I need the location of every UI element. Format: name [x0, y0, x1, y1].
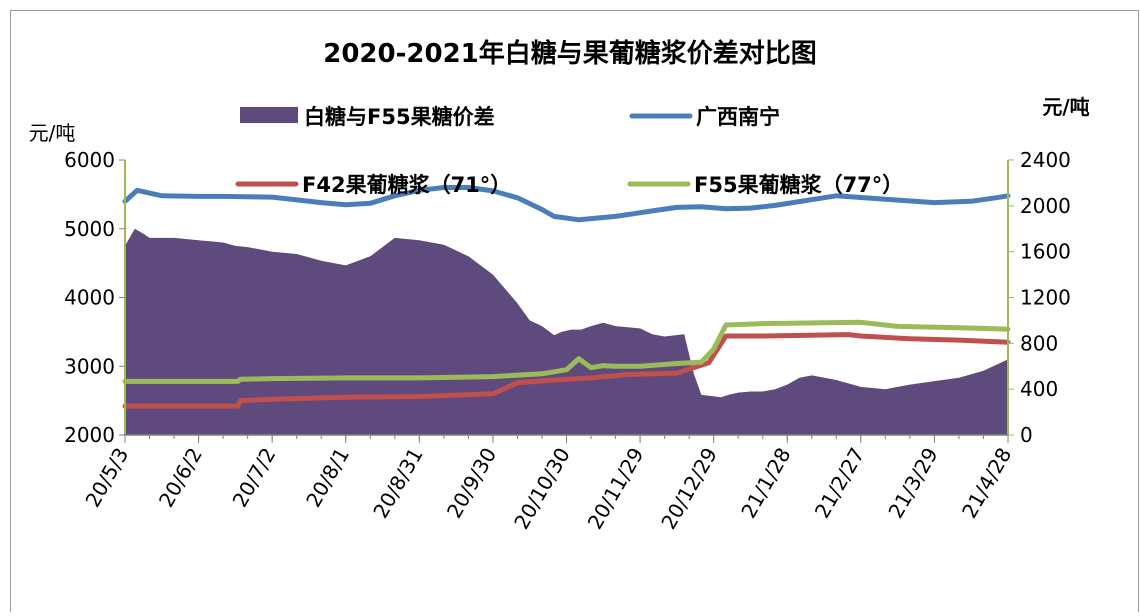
chart-title: 2020-2021年白糖与果葡糖浆价差对比图	[323, 38, 817, 69]
right-tick-label: 400	[1020, 377, 1058, 401]
legend-label: 白糖与F55果糖价差	[304, 105, 495, 129]
legend: 白糖与F55果糖价差 广西南宁 F42果葡糖浆（71°） F55果葡糖浆（77°）	[235, 105, 903, 197]
series-line-f42	[122, 332, 1011, 409]
right-tick-label: 0	[1020, 423, 1033, 447]
legend-label: 广西南宁	[696, 105, 780, 129]
left-tick-label: 2000	[64, 423, 115, 447]
series-line-f55	[122, 319, 1011, 384]
legend-label: F55果葡糖浆（77°）	[694, 173, 903, 197]
right-tick-label: 800	[1020, 331, 1058, 355]
series-area-spread	[125, 228, 1008, 435]
left-tick-label: 4000	[64, 286, 115, 310]
left-tick-label: 5000	[64, 217, 115, 241]
right-axis-unit: 元/吨	[1042, 95, 1089, 119]
left-axis-unit: 元/吨	[29, 121, 76, 145]
series-line-nanning	[122, 185, 1011, 223]
right-tick-label: 2400	[1020, 148, 1071, 172]
right-tick-label: 1600	[1020, 240, 1071, 264]
left-tick-label: 3000	[64, 354, 115, 378]
legend-swatch-spread	[240, 107, 298, 123]
legend-label: F42果葡糖浆（71°）	[302, 173, 511, 197]
right-tick-label: 1200	[1020, 286, 1071, 310]
plot-area	[122, 185, 1011, 435]
right-tick-label: 2000	[1020, 194, 1071, 218]
left-tick-label: 6000	[64, 148, 115, 172]
